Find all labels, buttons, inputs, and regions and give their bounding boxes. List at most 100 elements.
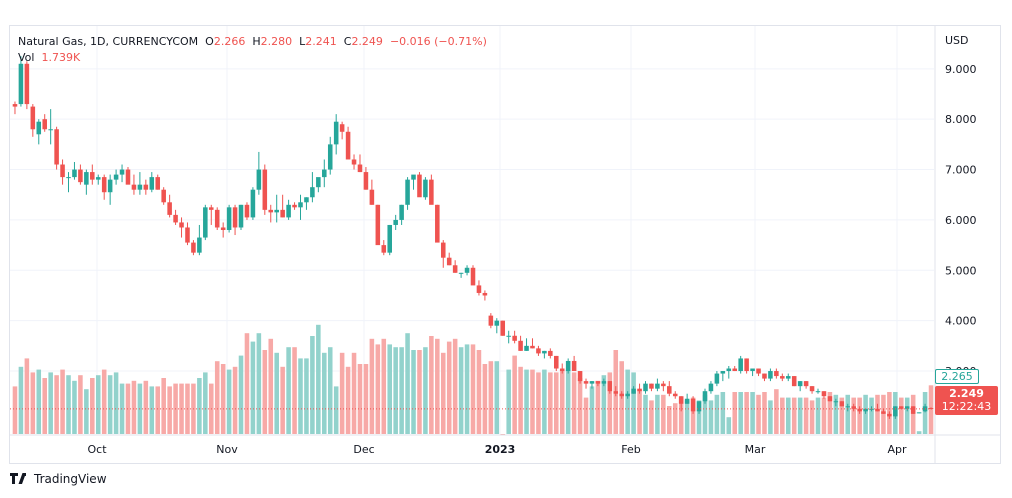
candle — [446, 252, 452, 266]
candle-body — [500, 320, 506, 336]
candle-body — [137, 184, 143, 190]
volume-bar — [411, 350, 416, 434]
volume-label[interactable]: Vol — [18, 51, 35, 64]
candle-body — [643, 383, 648, 392]
candle — [322, 159, 327, 188]
volume-bar — [554, 372, 559, 434]
volume-bar — [30, 372, 36, 434]
volume-bar — [667, 406, 672, 434]
candle — [649, 383, 654, 392]
volume-bar — [452, 338, 458, 434]
open-value: 2.266 — [213, 35, 246, 48]
candle — [827, 396, 833, 402]
candle-body — [363, 172, 369, 190]
candle-body — [726, 368, 732, 372]
volume-bar — [672, 403, 678, 434]
bar-countdown: 12:22:43 — [941, 400, 992, 413]
candle-body — [839, 401, 845, 407]
volume-bar — [60, 369, 65, 434]
volume-bar — [780, 397, 785, 434]
candle — [351, 154, 357, 170]
candle-body — [185, 227, 190, 243]
candle-body — [238, 204, 244, 228]
tradingview-branding[interactable]: TradingView — [10, 472, 107, 486]
candle — [12, 101, 18, 115]
candle-body — [405, 179, 410, 205]
candle — [238, 204, 244, 230]
volume-bar — [143, 380, 149, 434]
candle-body — [322, 169, 327, 178]
candle — [119, 164, 125, 183]
candle — [226, 204, 232, 233]
candle-body — [559, 368, 565, 372]
candle — [203, 204, 208, 241]
volume-bar — [220, 364, 226, 434]
volume-bar — [327, 347, 333, 434]
candle-body — [226, 207, 232, 230]
candle-body — [149, 177, 155, 190]
volume-bar — [24, 358, 30, 434]
candle — [488, 313, 494, 329]
candle-body — [756, 368, 761, 374]
candle-body — [702, 391, 708, 402]
candle — [672, 391, 678, 399]
time-tick-label: Mar — [745, 443, 766, 456]
candle-body — [827, 396, 833, 402]
prev-close-tag: 2.265 — [935, 369, 979, 384]
candle — [554, 355, 559, 372]
candle-body — [488, 315, 494, 326]
candle-body — [274, 209, 279, 213]
volume-bar — [250, 341, 256, 434]
candle — [601, 378, 607, 387]
volume-bar — [18, 366, 24, 434]
price-tick-label: 7.000 — [945, 164, 977, 177]
candle — [316, 177, 321, 193]
candle — [589, 381, 595, 389]
volume-bar — [785, 397, 791, 434]
volume-bar — [72, 380, 77, 434]
volume-bar — [827, 392, 833, 434]
volume-bar — [244, 333, 250, 434]
candle-body — [411, 174, 416, 180]
candle-body — [530, 345, 535, 349]
volume-row: Vol 1.739K — [18, 50, 487, 66]
symbol-label[interactable]: Natural Gas, 1D, CURRENCYCOM — [18, 35, 199, 48]
candle-body — [684, 398, 690, 404]
volume-bar — [720, 392, 726, 434]
candle — [60, 159, 65, 185]
volume-bar — [446, 341, 452, 434]
candle — [440, 240, 446, 268]
candle-body — [607, 381, 613, 392]
candle — [137, 172, 143, 195]
candle — [286, 199, 291, 220]
candle — [280, 194, 285, 218]
candle — [863, 408, 868, 414]
candle — [84, 169, 89, 195]
volume-bar — [655, 394, 660, 434]
candle — [839, 401, 845, 407]
candle — [595, 381, 601, 387]
candle — [916, 412, 922, 414]
candle — [512, 330, 517, 344]
candle-body — [423, 179, 428, 198]
low-label: L — [299, 35, 306, 48]
candle — [429, 174, 434, 205]
candle — [643, 381, 648, 394]
volume-bar — [363, 364, 369, 434]
candle — [774, 368, 779, 379]
candle — [24, 61, 30, 110]
volume-bar — [714, 394, 720, 434]
candle — [232, 204, 238, 236]
candle-body — [738, 358, 743, 372]
volume-bar — [90, 378, 95, 434]
candle — [197, 224, 202, 256]
candle — [54, 126, 59, 170]
volume-bar — [280, 366, 285, 434]
volume-bar — [559, 369, 565, 434]
volume-bar — [238, 355, 244, 434]
volume-bar — [226, 369, 232, 434]
candle — [851, 403, 856, 412]
volume-bar — [476, 350, 482, 434]
candle-body — [316, 177, 321, 188]
